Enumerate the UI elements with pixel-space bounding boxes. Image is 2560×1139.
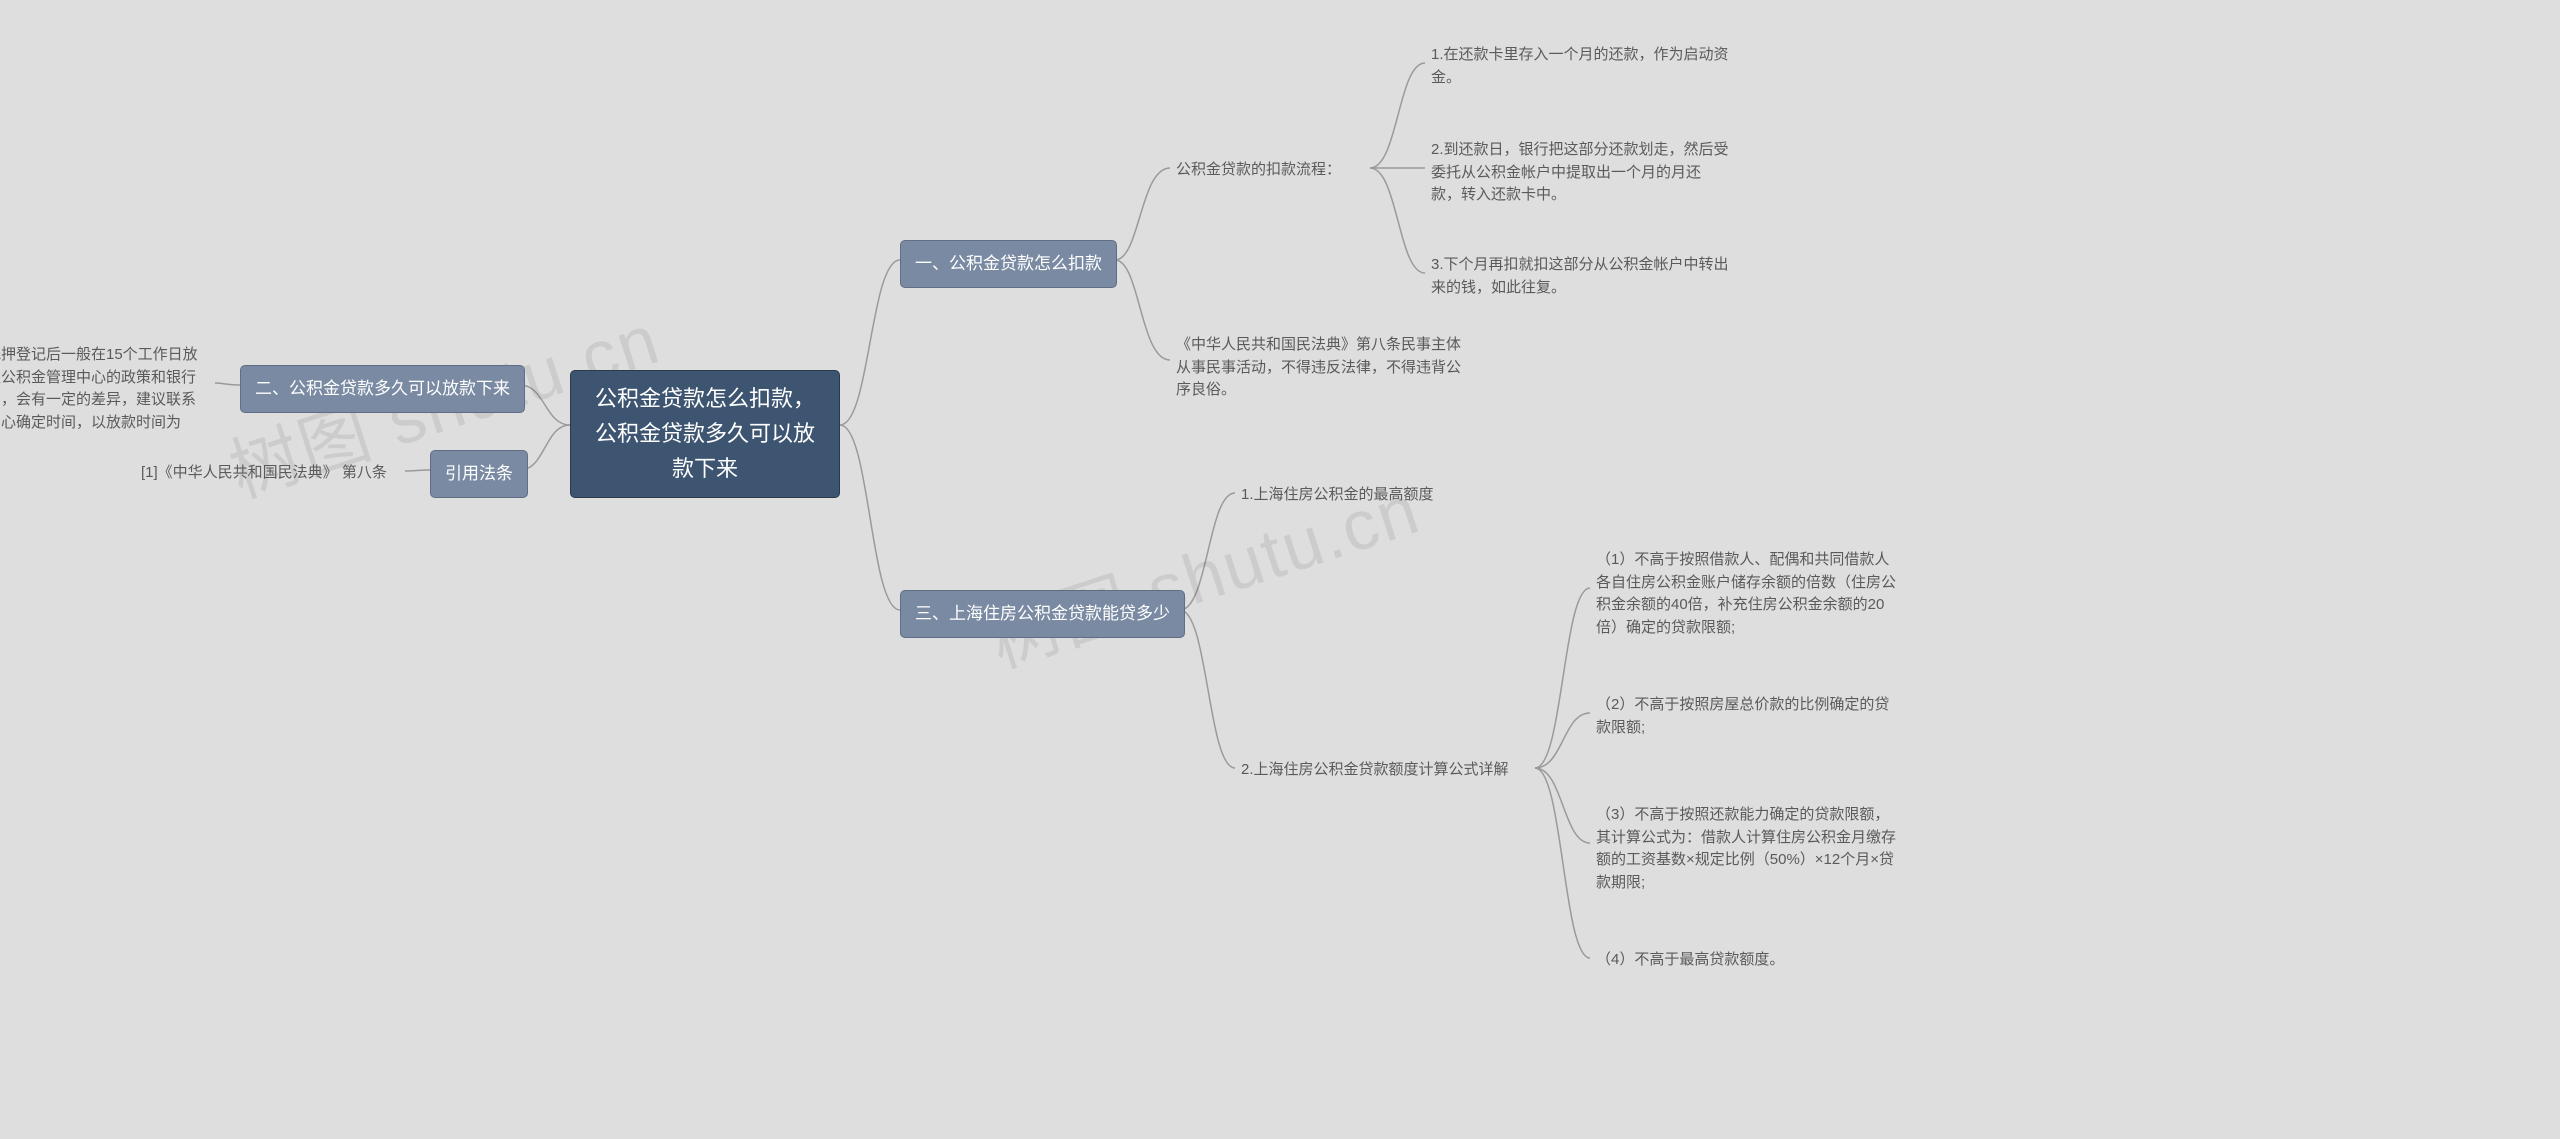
branch-1-child-1a: 1.在还款卡里存入一个月的还款，作为启动资金。: [1425, 40, 1735, 93]
branch-3: 三、上海住房公积金贷款能贷多少: [900, 590, 1185, 638]
branch-1-child-2: 《中华人民共和国民法典》第八条民事主体从事民事活动，不得违反法律，不得违背公序良…: [1170, 330, 1480, 406]
branch-3-child-2a: （1）不高于按照借款人、配偶和共同借款人各自住房公积金账户储存余额的倍数（住房公…: [1590, 545, 1910, 643]
branch-2: 二、公积金贷款多久可以放款下来: [240, 365, 525, 413]
branch-4: 引用法条: [430, 450, 528, 498]
branch-3-child-2b: （2）不高于按照房屋总价款的比例确定的贷款限额;: [1590, 690, 1910, 743]
branch-1-child-1c: 3.下个月再扣就扣这部分从公积金帐户中转出来的钱，如此往复。: [1425, 250, 1735, 303]
branch-3-child-2: 2.上海住房公积金贷款额度计算公式详解: [1235, 755, 1535, 786]
branch-1-child-1b: 2.到还款日，银行把这部分还款划走，然后受委托从公积金帐户中提取出一个月的月还款…: [1425, 135, 1735, 211]
branch-1: 一、公积金贷款怎么扣款: [900, 240, 1117, 288]
branch-3-child-2c: （3）不高于按照还款能力确定的贷款限额，其计算公式为：借款人计算住房公积金月缴存…: [1590, 800, 1910, 898]
branch-4-child-1: [1]《中华人民共和国民法典》 第八条: [135, 458, 405, 489]
branch-3-child-2d: （4）不高于最高贷款额度。: [1590, 945, 1820, 976]
root-node: 公积金贷款怎么扣款，公积金贷款多久可以放款下来: [570, 370, 840, 498]
branch-3-child-1: 1.上海住房公积金的最高额度: [1235, 480, 1465, 511]
branch-1-child-1: 公积金贷款的扣款流程：: [1170, 155, 1370, 186]
branch-2-child-1: 公积金贷款抵押登记后一般在15个工作日放款，但各地区公积金管理中心的政策和银行政…: [0, 340, 215, 461]
